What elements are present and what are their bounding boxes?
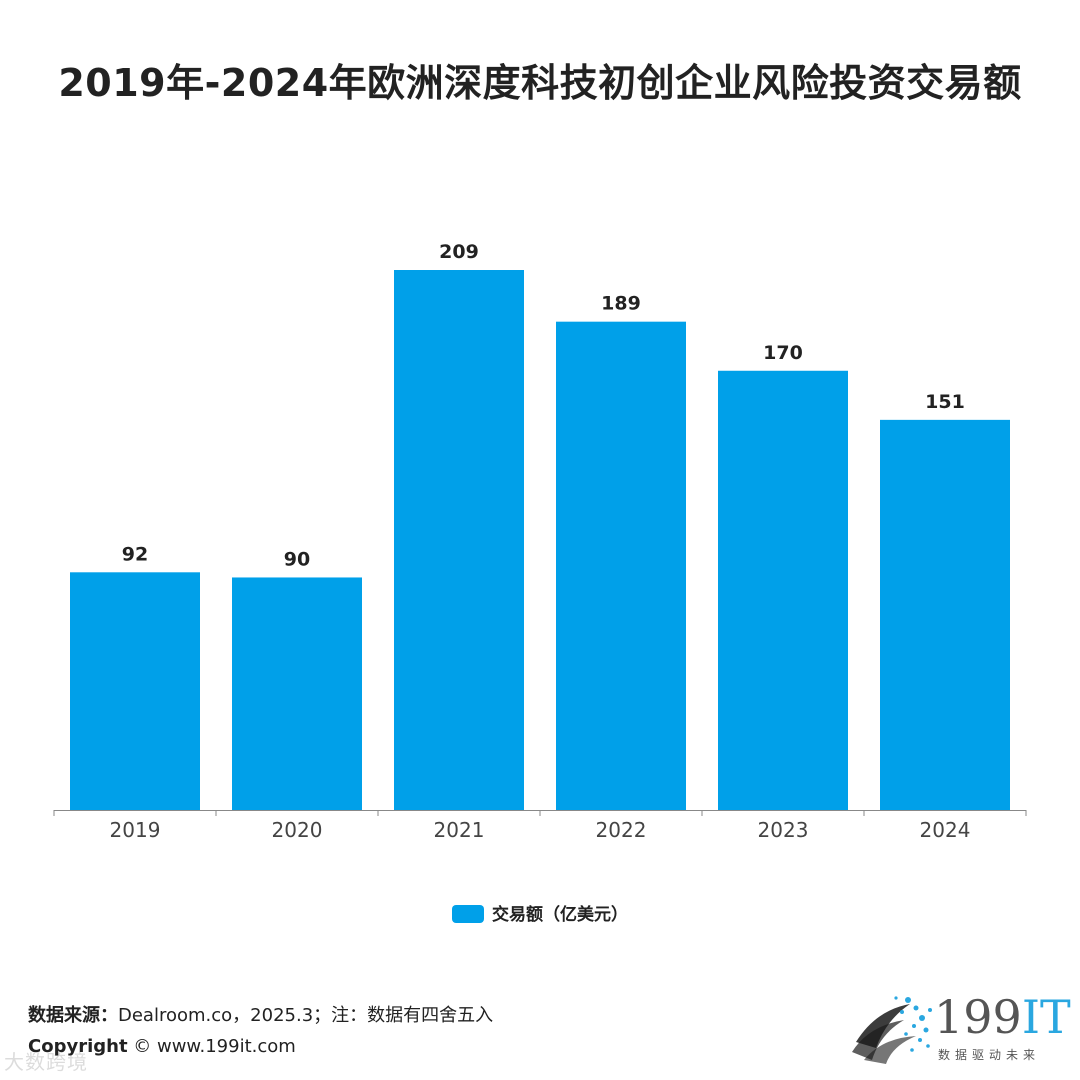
data-source: 数据来源：Dealroom.co，2025.3；注：数据有四舍五入 [28, 1001, 493, 1027]
x-tick-label-2019: 2019 [110, 818, 161, 842]
bar-2019 [70, 572, 200, 810]
data-label-2020: 90 [284, 548, 310, 570]
bar-2021 [394, 270, 524, 810]
bar-2024 [880, 419, 1010, 810]
x-tick-label-2023: 2023 [758, 818, 809, 842]
bar-2020 [232, 577, 362, 810]
logo-mark-icon [852, 996, 932, 1064]
logo-wordmark: 199IT [934, 990, 1071, 1044]
copyright-label: Copyright [28, 1036, 128, 1057]
legend-label: 交易额（亿美元） [492, 905, 628, 925]
bar-2023 [718, 370, 848, 810]
data-label-2019: 92 [122, 543, 148, 565]
logo-199it: 199IT 数据驱动未来 [846, 990, 1071, 1066]
source-text: Dealroom.co，2025.3；注：数据有四舍五入 [118, 1005, 494, 1026]
data-label-2022: 189 [601, 293, 641, 315]
watermark: 大数跨境 [4, 1050, 88, 1074]
legend: 交易额（亿美元） [0, 900, 1080, 925]
copyright: Copyright © www.199it.com [28, 1036, 296, 1057]
logo-tagline: 数据驱动未来 [938, 1048, 1041, 1062]
x-tick-label-2022: 2022 [596, 818, 647, 842]
x-tick-label-2020: 2020 [272, 818, 323, 842]
copyright-text: © www.199it.com [127, 1036, 296, 1057]
x-tick-label-2024: 2024 [920, 818, 971, 842]
data-label-2023: 170 [763, 342, 803, 364]
x-tick-label-2021: 2021 [434, 818, 485, 842]
source-label: 数据来源： [28, 1005, 118, 1026]
data-label-2021: 209 [439, 241, 479, 263]
chart-title: 2019年-2024年欧洲深度科技初创企业风险投资交易额 [58, 61, 1022, 105]
legend-swatch [452, 905, 484, 923]
data-label-2024: 151 [925, 391, 965, 413]
bar-chart: 92 2019 90 2020 209 2021 189 2022 170 2023 151 2024 [53, 241, 1027, 842]
bar-2022 [556, 321, 686, 810]
